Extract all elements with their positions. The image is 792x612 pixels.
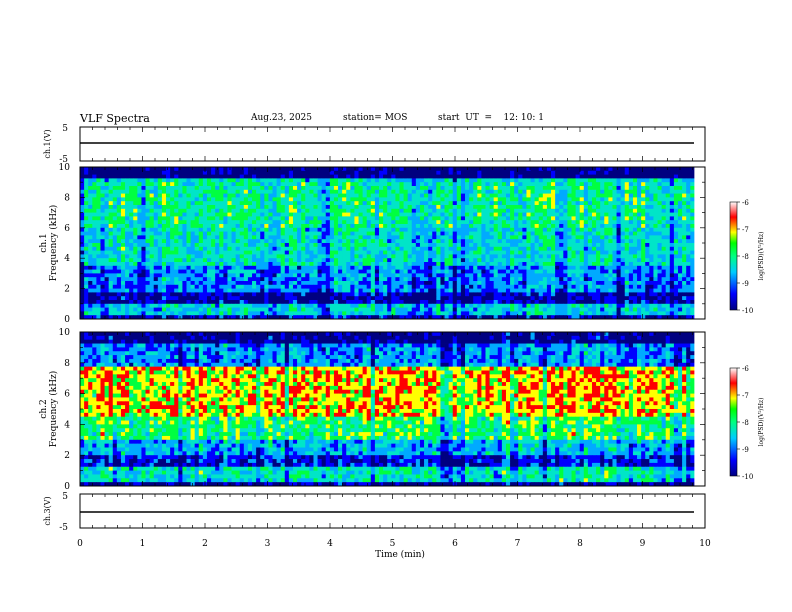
x-tick-label: 9 bbox=[640, 539, 646, 549]
ch1-colorbar-tick: -8 bbox=[742, 253, 749, 261]
ch2-colorbar-label: log(PSD)(V²/Hz) bbox=[758, 398, 765, 447]
ch1-spectrogram-ylabel: ch.1 bbox=[39, 233, 49, 252]
ch2-spectrogram-ylabel: Frequency (kHz) bbox=[48, 371, 59, 448]
ch1-waveform-ytick-bottom: -5 bbox=[59, 155, 68, 165]
x-tick-label: 6 bbox=[452, 539, 458, 549]
ch2-spectrogram-ylabel: ch.2 bbox=[39, 399, 49, 418]
ch2-freq-tick-label: 10 bbox=[59, 328, 71, 338]
ch1-freq-tick-label: 8 bbox=[64, 193, 70, 203]
ch2-freq-tick-label: 8 bbox=[64, 359, 70, 369]
x-tick-label: 0 bbox=[77, 539, 83, 549]
x-tick-label: 3 bbox=[265, 539, 271, 549]
x-tick-label: 5 bbox=[390, 539, 396, 549]
x-tick-label: 10 bbox=[699, 539, 711, 549]
ch3-waveform-ytick-bottom: -5 bbox=[59, 523, 68, 533]
ch2-colorbar bbox=[729, 367, 738, 477]
ch1-colorbar-tick: -6 bbox=[742, 199, 749, 207]
ch2-colorbar-tick: -9 bbox=[742, 446, 749, 454]
ch2-colorbar-tick: -10 bbox=[742, 473, 753, 481]
x-axis-label: Time (min) bbox=[375, 549, 425, 560]
ch1-spectrogram-image bbox=[80, 167, 705, 319]
ch3-waveform-ytick-top: 5 bbox=[62, 492, 68, 502]
x-tick-label: 7 bbox=[515, 539, 521, 549]
ch2-freq-tick-label: 4 bbox=[64, 420, 70, 430]
ch2-spectrogram-image bbox=[80, 332, 705, 486]
ch1-colorbar-tick: -9 bbox=[742, 280, 749, 288]
ch1-waveform-panel bbox=[79, 126, 706, 162]
ch1-spectrogram-ylabel: Frequency (kHz) bbox=[48, 205, 59, 282]
x-axis-tick-labels: 0 1 2 3 4 5 6 7 8 9 10 bbox=[77, 539, 711, 549]
ch1-waveform-ytick-top: 5 bbox=[62, 124, 68, 134]
ch2-colorbar-tick: -7 bbox=[742, 392, 749, 400]
axis-ticks bbox=[79, 127, 706, 528]
ch1-freq-tick-label: 4 bbox=[64, 254, 70, 264]
ch2-colorbar-tick: -8 bbox=[742, 419, 749, 427]
x-tick-label: 4 bbox=[327, 539, 333, 549]
ch3-waveform-panel bbox=[79, 493, 706, 529]
ch1-waveform-ylabel: ch.1(V) bbox=[43, 129, 52, 158]
ch1-colorbar bbox=[729, 201, 738, 311]
ch1-colorbar-tick: -7 bbox=[742, 226, 749, 234]
ch2-freq-tick-label: 2 bbox=[64, 451, 70, 461]
ch2-colorbar-tick: -6 bbox=[742, 365, 749, 373]
ch1-freq-tick-label: 6 bbox=[64, 224, 70, 234]
figure-title: VLF Spectra bbox=[80, 112, 150, 125]
station-label: station= MOS bbox=[343, 113, 408, 123]
x-tick-label: 8 bbox=[577, 539, 583, 549]
ch3-waveform-ylabel: ch.3(V) bbox=[43, 496, 52, 525]
ch1-freq-tick-label: 10 bbox=[59, 163, 71, 173]
x-tick-label: 2 bbox=[202, 539, 208, 549]
ch1-freq-tick-label: 2 bbox=[64, 285, 70, 295]
start-time-label: start UT = 12: 10: 1 bbox=[438, 113, 544, 123]
date-label: Aug.23, 2025 bbox=[251, 113, 312, 123]
ch1-colorbar-tick: -10 bbox=[742, 307, 753, 315]
ch2-freq-tick-label: 0 bbox=[64, 482, 70, 492]
ch1-colorbar-label: log(PSD)(V²/Hz) bbox=[758, 232, 765, 281]
x-tick-label: 1 bbox=[140, 539, 146, 549]
ch1-freq-tick-label: 0 bbox=[64, 315, 70, 325]
ch2-freq-tick-label: 6 bbox=[64, 390, 70, 400]
